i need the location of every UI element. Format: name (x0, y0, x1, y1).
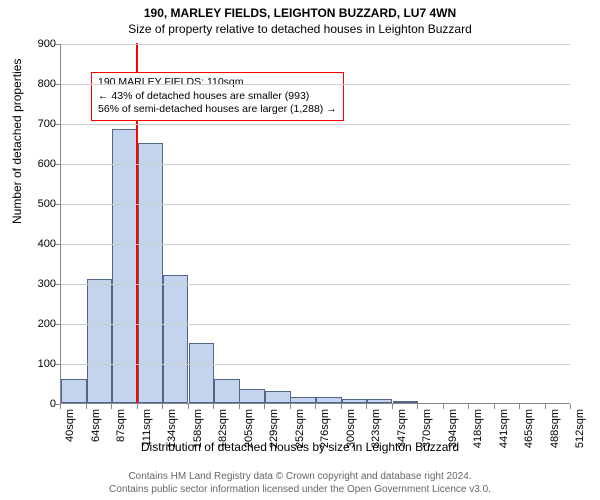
chart-title: 190, MARLEY FIELDS, LEIGHTON BUZZARD, LU… (0, 0, 600, 20)
ytick-mark (55, 244, 60, 245)
ytick-mark (55, 124, 60, 125)
chart-area: 190 MARLEY FIELDS: 110sqm ← 43% of detac… (60, 44, 570, 404)
xtick-mark (341, 404, 342, 409)
xtick-mark (570, 404, 571, 409)
xtick-label: 40sqm (64, 409, 76, 442)
grid-line (61, 364, 570, 365)
bar (290, 397, 316, 403)
bar (163, 275, 189, 403)
ytick-label: 300 (16, 278, 56, 290)
footer-line2: Contains public sector information licen… (0, 483, 600, 496)
bar (342, 399, 368, 403)
annotation-line1: 190 MARLEY FIELDS: 110sqm (98, 76, 337, 90)
ytick-mark (55, 84, 60, 85)
xtick-mark (392, 404, 393, 409)
ytick-mark (55, 164, 60, 165)
xtick-label: 87sqm (115, 409, 127, 442)
grid-line (61, 124, 570, 125)
ytick-label: 900 (16, 38, 56, 50)
ytick-mark (55, 364, 60, 365)
ytick-mark (55, 204, 60, 205)
footer-line1: Contains HM Land Registry data © Crown c… (0, 470, 600, 483)
xtick-mark (468, 404, 469, 409)
xtick-mark (545, 404, 546, 409)
xtick-mark (86, 404, 87, 409)
xtick-mark (366, 404, 367, 409)
bar (61, 379, 87, 403)
xtick-mark (239, 404, 240, 409)
xtick-mark (315, 404, 316, 409)
grid-line (61, 324, 570, 325)
chart-subtitle: Size of property relative to detached ho… (0, 20, 600, 36)
footer: Contains HM Land Registry data © Crown c… (0, 470, 600, 496)
ytick-label: 800 (16, 78, 56, 90)
xtick-mark (162, 404, 163, 409)
xtick-label: 64sqm (90, 409, 102, 442)
bar (112, 129, 138, 403)
xtick-mark (60, 404, 61, 409)
bar (214, 379, 240, 403)
xtick-mark (111, 404, 112, 409)
xtick-mark (213, 404, 214, 409)
annotation-line2: ← 43% of detached houses are smaller (99… (98, 90, 337, 104)
ytick-mark (55, 324, 60, 325)
ytick-label: 500 (16, 198, 56, 210)
grid-line (61, 84, 570, 85)
ytick-mark (55, 44, 60, 45)
bar (87, 279, 113, 403)
plot-region: 190 MARLEY FIELDS: 110sqm ← 43% of detac… (60, 44, 570, 404)
bar (316, 397, 342, 403)
ytick-label: 200 (16, 318, 56, 330)
x-axis-label: Distribution of detached houses by size … (0, 440, 600, 454)
xtick-mark (494, 404, 495, 409)
annotation-line3: 56% of semi-detached houses are larger (… (98, 103, 337, 117)
xtick-mark (290, 404, 291, 409)
ytick-label: 0 (16, 398, 56, 410)
bar (189, 343, 215, 403)
bar (265, 391, 291, 403)
xtick-mark (417, 404, 418, 409)
xtick-mark (519, 404, 520, 409)
bar (393, 401, 419, 403)
xtick-mark (137, 404, 138, 409)
bar (239, 389, 265, 403)
ytick-label: 700 (16, 118, 56, 130)
grid-line (61, 204, 570, 205)
xtick-mark (188, 404, 189, 409)
ytick-label: 100 (16, 358, 56, 370)
grid-line (61, 164, 570, 165)
ytick-mark (55, 284, 60, 285)
grid-line (61, 284, 570, 285)
ytick-label: 400 (16, 238, 56, 250)
ytick-label: 600 (16, 158, 56, 170)
xtick-mark (443, 404, 444, 409)
xtick-mark (264, 404, 265, 409)
grid-line (61, 244, 570, 245)
grid-line (61, 44, 570, 45)
annotation-box: 190 MARLEY FIELDS: 110sqm ← 43% of detac… (91, 72, 344, 121)
bar (367, 399, 393, 403)
